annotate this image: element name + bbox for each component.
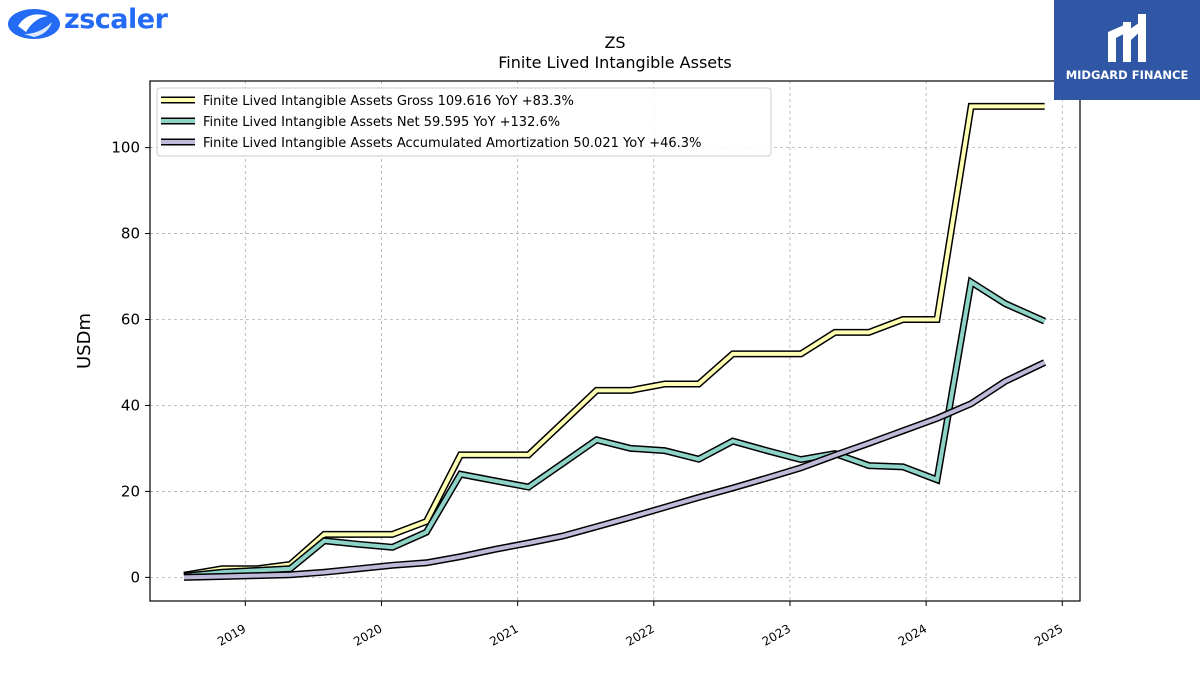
y-tick-label: 20 xyxy=(121,482,140,500)
x-tick-label: 2020 xyxy=(351,621,384,648)
legend-entry: Finite Lived Intangible Assets Accumulat… xyxy=(203,136,701,151)
midgard-finance-logo: MIDGARD FINANCE xyxy=(1054,0,1200,100)
y-tick-label: 80 xyxy=(121,225,140,243)
legend-box xyxy=(156,87,772,157)
y-tick-label: 40 xyxy=(121,396,140,414)
midgard-emblem-icon xyxy=(1108,14,1146,62)
midgard-finance-wordmark: MIDGARD FINANCE xyxy=(1065,68,1189,82)
chart-subtitle: Finite Lived Intangible Assets xyxy=(498,53,731,72)
chart-title: ZS xyxy=(604,33,625,52)
x-tick-label: 2021 xyxy=(487,621,520,648)
series-lines xyxy=(183,102,1047,581)
y-tick-label: 0 xyxy=(130,568,140,586)
x-tick-label: 2025 xyxy=(1032,621,1065,648)
zscaler-logo xyxy=(8,9,60,39)
series-line-outline xyxy=(183,102,1045,579)
legend-entry: Finite Lived Intangible Assets Gross 109… xyxy=(203,94,574,109)
plot-frame xyxy=(149,80,1081,602)
x-tick-label: 2019 xyxy=(215,621,248,648)
y-axis-label: USDm xyxy=(74,313,95,369)
grid xyxy=(150,81,1080,601)
series-line-3 xyxy=(183,360,1046,580)
y-tick-label: 60 xyxy=(121,311,140,329)
legend-entry: Finite Lived Intangible Assets Net 59.59… xyxy=(203,115,560,130)
series-line-1 xyxy=(183,104,1045,578)
legend: Finite Lived Intangible Assets Gross 109… xyxy=(156,87,772,157)
x-tick-label: 2024 xyxy=(896,621,929,648)
x-tick-label: 2023 xyxy=(760,621,793,648)
series-line-2 xyxy=(183,278,1046,579)
x-tick-label: 2022 xyxy=(623,621,656,648)
zscaler-wordmark: zscaler xyxy=(64,4,168,35)
y-tick-label: 100 xyxy=(111,139,140,157)
